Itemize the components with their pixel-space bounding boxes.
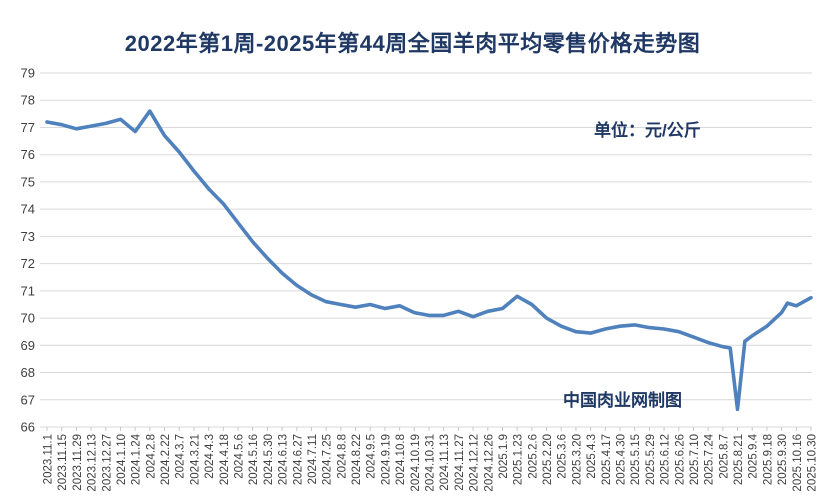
x-tick-label: 2024.6.13	[278, 434, 290, 485]
x-tick-label: 2023.12.13	[87, 434, 99, 492]
x-tick-label: 2024.12.12	[469, 434, 481, 492]
x-tick-label: 2024.11.27	[454, 434, 466, 491]
y-tick-label: 67	[21, 392, 35, 407]
credit-watermark: 中国肉业网制图	[563, 391, 682, 410]
x-tick-label: 2025.5.15	[630, 434, 642, 485]
y-tick-label: 68	[21, 365, 35, 380]
x-tick-label: 2024.9.19	[380, 434, 392, 485]
x-tick-label: 2025.7.10	[689, 434, 701, 485]
x-tick-label: 2025.6.26	[674, 434, 686, 485]
x-tick-label: 2024.1.10	[116, 434, 128, 485]
x-tick-label: 2024.6.27	[292, 434, 304, 485]
y-tick-label: 70	[21, 311, 35, 326]
y-tick-label: 72	[21, 256, 35, 271]
price-line	[45, 109, 813, 412]
x-tick-label: 2023.11.15	[57, 434, 69, 491]
x-tick-label: 2024.11.13	[439, 434, 451, 491]
x-tick-label: 2025.8.21	[733, 434, 745, 485]
y-tick-label: 77	[21, 120, 35, 135]
y-tick-label: 74	[21, 202, 35, 217]
x-tick-label: 2024.5.16	[248, 434, 260, 485]
x-tick-label: 2024.4.18	[219, 434, 231, 485]
y-tick-label: 66	[21, 420, 35, 435]
x-tick-label: 2024.2.8	[145, 434, 157, 479]
x-tick-label: 2024.12.26	[483, 434, 495, 492]
x-tick-label: 2024.10.31	[425, 434, 437, 492]
x-tick-label: 2025.7.24	[704, 433, 716, 485]
x-tick-label: 2024.7.25	[322, 434, 334, 485]
x-tick-label: 2025.1.9	[498, 434, 510, 479]
x-tick-label: 2024.3.21	[189, 434, 201, 485]
x-tick-label: 2025.4.30	[616, 434, 628, 485]
x-tick-label: 2025.10.16	[792, 434, 804, 492]
x-tick-label: 2024.3.7	[175, 434, 187, 479]
x-tick-label: 2025.3.20	[571, 434, 583, 485]
x-tick-label: 2025.2.20	[542, 434, 554, 485]
x-tick-label: 2023.11.29	[72, 434, 84, 491]
x-tick-label: 2025.8.7	[718, 434, 730, 479]
y-tick-label: 71	[21, 283, 35, 298]
x-tick-label: 2023.12.27	[101, 434, 113, 492]
x-tick-label: 2024.8.22	[351, 434, 363, 485]
x-tick-label: 2024.7.11	[307, 434, 319, 484]
y-tick-label: 69	[21, 338, 35, 353]
x-tick-label: 2024.9.5	[366, 434, 378, 479]
x-tick-label: 2025.10.30	[807, 434, 819, 492]
y-tick-label: 75	[21, 174, 35, 189]
x-tick-label: 2025.9.30	[777, 434, 789, 485]
y-tick-label: 78	[21, 93, 35, 108]
x-tick-label: 2024.10.8	[395, 434, 407, 485]
x-tick-label: 2023.11.1	[43, 434, 55, 484]
y-tick-label: 76	[21, 147, 35, 162]
x-tick-label: 2025.2.6	[527, 434, 539, 479]
x-tick-label: 2024.2.22	[160, 434, 172, 485]
x-tick-label: 2025.9.18	[762, 434, 774, 485]
unit-label: 单位：元/公斤	[594, 121, 701, 140]
x-tick-label: 2024.10.19	[410, 434, 422, 492]
y-tick-label: 73	[21, 229, 35, 244]
x-tick-label: 2024.5.30	[263, 434, 275, 485]
x-tick-label: 2025.1.23	[513, 434, 525, 485]
x-tick-label: 2025.4.17	[601, 434, 613, 485]
x-tick-label: 2025.6.12	[660, 434, 672, 485]
x-tick-label: 2025.5.29	[645, 434, 657, 485]
x-tick-label: 2024.5.6	[234, 434, 246, 479]
x-tick-label: 2025.4.3	[586, 434, 598, 479]
x-tick-label: 2025.3.6	[557, 434, 569, 479]
x-tick-label: 2024.8.8	[336, 434, 348, 479]
x-tick-label: 2025.9.4	[748, 433, 760, 478]
chart-title: 2022年第1周-2025年第44周全国羊肉平均零售价格走势图	[124, 31, 701, 56]
y-tick-label: 79	[21, 66, 35, 81]
x-tick-label: 2024.1.24	[131, 433, 143, 485]
x-tick-label: 2024.4.3	[204, 434, 216, 479]
